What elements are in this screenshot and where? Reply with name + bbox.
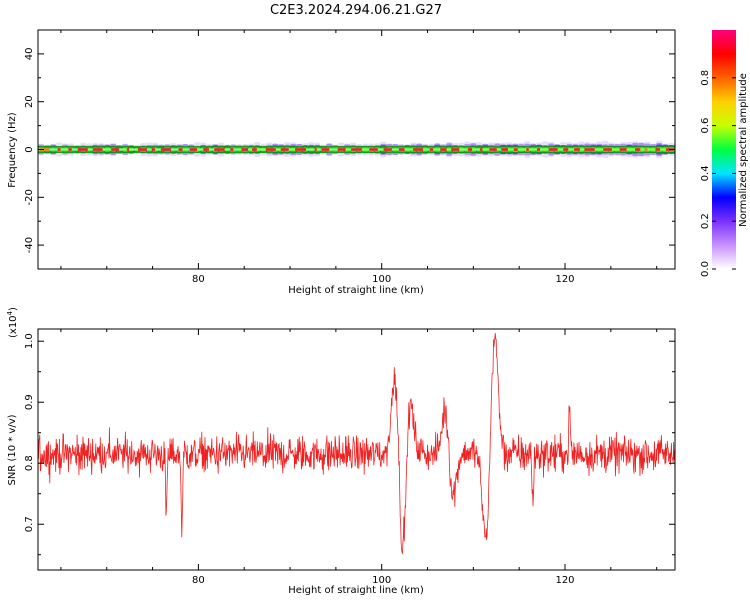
x-tick-label: 100 <box>372 575 391 586</box>
snr-x-ticks: 80 100 120 <box>60 329 658 586</box>
y-tick-label: -40 <box>24 237 35 253</box>
x-tick-label: 100 <box>372 274 391 285</box>
colorbar-tick-label: 0.0 <box>700 261 711 277</box>
colorbar: 0.0 0.2 0.4 0.6 0.8 Normalized spectral ampl… <box>700 30 749 277</box>
colorbar-tick-label: 0.8 <box>700 70 711 86</box>
snr-x-label: Height of straight line (km) <box>288 585 424 596</box>
svg-text:(x104): (x104) <box>6 307 19 338</box>
colorbar-label: Normalized spectral amplitude <box>738 73 749 227</box>
colorbar-ticks: 0.0 0.2 0.4 0.6 0.8 <box>700 70 736 277</box>
y-tick-label: -20 <box>24 189 35 205</box>
snr-panel: 80 100 120 1.0 0.9 0.8 0.7 Height of straight… <box>6 307 676 596</box>
chart-title: C2E3.2024.294.06.21.G27 <box>270 3 442 18</box>
snr-y-label: SNR (10 * v/v) <box>7 414 18 485</box>
x-tick-label: 80 <box>192 575 205 586</box>
x-tick-label: 120 <box>555 274 574 285</box>
spectrogram-y-label: Frequency (Hz) <box>7 112 18 188</box>
x-tick-label: 80 <box>192 274 205 285</box>
snr-frame <box>37 328 676 571</box>
y-tick-label: 0.7 <box>24 516 35 532</box>
y-tick-label: 40 <box>24 48 35 61</box>
multiplier-base: (x10 <box>8 315 19 338</box>
spectrogram-y-ticks: 40 20 0 -20 -40 <box>24 29 675 270</box>
band-core <box>38 148 675 151</box>
colorbar-tick-label: 0.2 <box>700 213 711 229</box>
multiplier-close: ) <box>8 307 19 311</box>
snr-y-ticks: 1.0 0.9 0.8 0.7 <box>24 333 675 556</box>
y-tick-label: 0.9 <box>24 394 35 410</box>
spectrogram-x-ticks: 80 100 120 <box>60 30 658 285</box>
spectrogram-x-label: Height of straight line (km) <box>288 285 424 296</box>
y-tick-label: 1.0 <box>24 333 35 349</box>
multiplier-exponent: 4 <box>6 310 14 315</box>
colorbar-tick-label: 0.4 <box>700 165 711 181</box>
y-tick-label: 20 <box>24 95 35 108</box>
y-tick-label: 0 <box>24 146 35 152</box>
colorbar-tick-label: 0.6 <box>700 118 711 134</box>
snr-multiplier: (x104) <box>6 307 19 338</box>
spectrogram-panel: 80 100 120 40 20 0 -20 -40 Height of straight … <box>7 29 676 296</box>
colorbar-gradient <box>712 30 736 269</box>
y-tick-label: 0.8 <box>24 455 35 471</box>
x-tick-label: 120 <box>555 575 574 586</box>
snr-series-line <box>38 332 675 554</box>
